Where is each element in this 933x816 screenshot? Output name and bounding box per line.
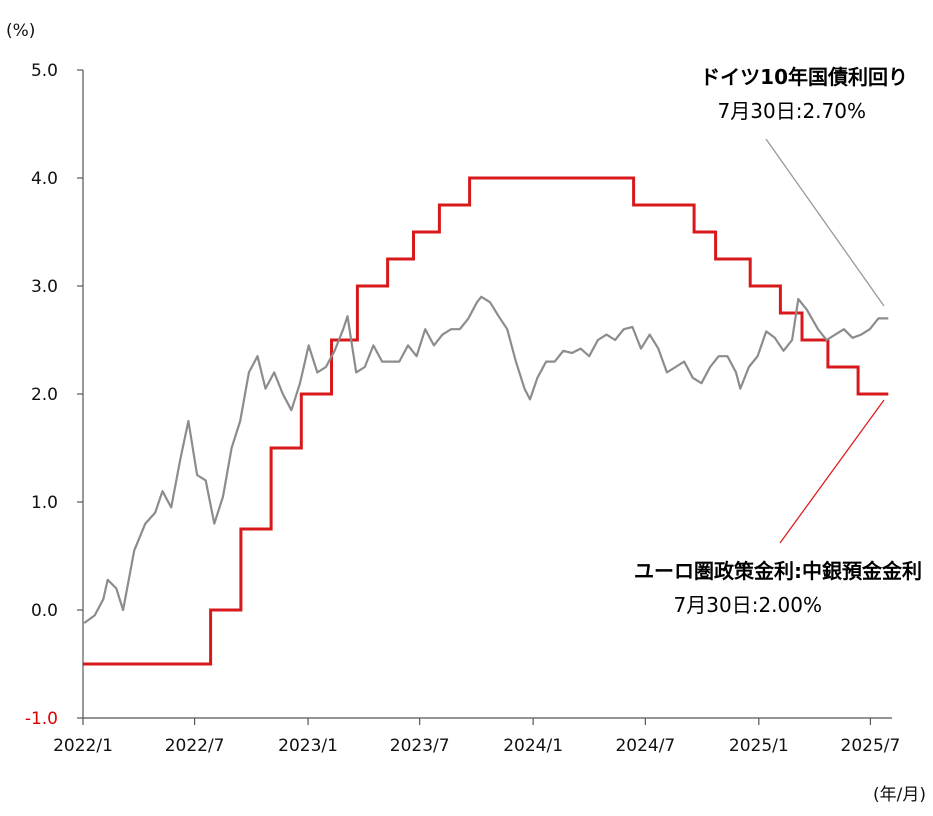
x-axis-unit-label: (年/月) xyxy=(873,785,926,805)
deposit-rate-annotation-title: ユーロ圏政策金利:中銀預金金利 xyxy=(634,559,922,583)
bund-annotation-title: ドイツ10年国債利回り xyxy=(700,65,908,89)
y-tick-label: 4.0 xyxy=(31,169,58,189)
x-axis: 2022/1 2022/7 2023/1 2023/7 2024/1 2024/7 2025… xyxy=(53,717,901,756)
x-tick-label: 2023/7 xyxy=(390,736,450,756)
y-tick-label: 1.0 xyxy=(31,493,58,513)
y-tick-label: 2.0 xyxy=(31,385,58,405)
deposit-rate-annotation-value: 7月30日:2.00% xyxy=(674,593,822,617)
y-tick-label: 3.0 xyxy=(31,277,58,297)
bund-annotation-value: 7月30日:2.70% xyxy=(718,99,866,123)
deposit-rate-annotation-leader-line xyxy=(779,399,885,544)
x-tick-label: 2024/1 xyxy=(503,736,563,756)
y-axis: 5.0 4.0 3.0 2.0 1.0 0.0 -1.0 xyxy=(25,61,84,729)
y-tick-label: 0.0 xyxy=(31,601,58,621)
x-tick-label: 2025/7 xyxy=(841,736,901,756)
deposit-rate-series-line xyxy=(83,176,889,666)
series-layer xyxy=(83,176,889,666)
bund-yield-series-line xyxy=(83,295,889,624)
y-tick-label: 5.0 xyxy=(31,61,58,81)
x-tick-label: 2025/1 xyxy=(729,736,789,756)
x-tick-label: 2023/1 xyxy=(278,736,338,756)
y-tick-label: -1.0 xyxy=(25,709,58,729)
y-axis-unit-label: (%) xyxy=(6,21,35,41)
x-tick-label: 2022/1 xyxy=(53,736,113,756)
x-tick-label: 2022/7 xyxy=(165,736,225,756)
x-tick-label: 2024/7 xyxy=(615,736,675,756)
bund-annotation-leader-line xyxy=(765,138,885,307)
